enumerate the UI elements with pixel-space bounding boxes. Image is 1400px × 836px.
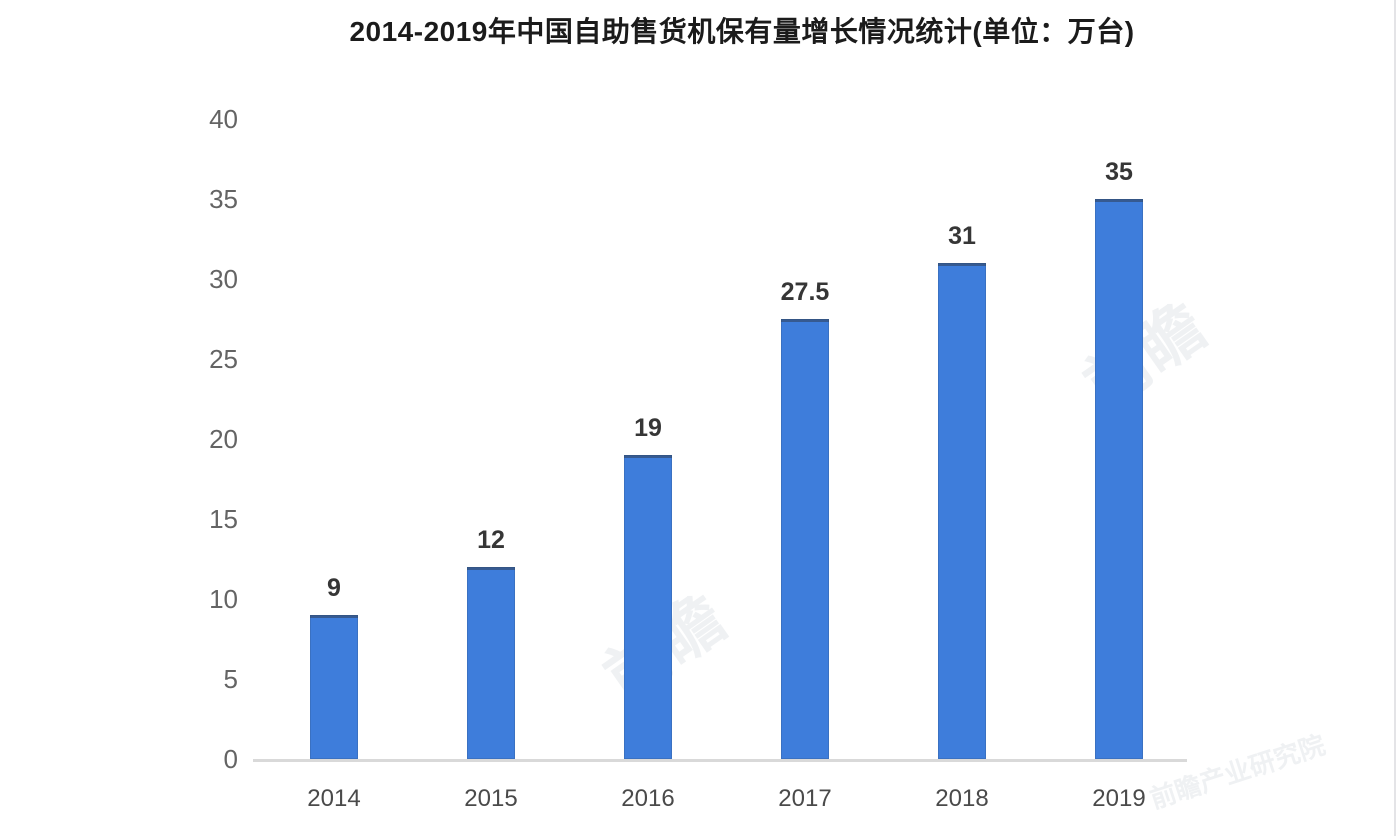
bar-2017 (781, 319, 829, 759)
bar-value-label: 27.5 (780, 278, 830, 306)
bar-2015 (467, 567, 515, 759)
y-axis-tick-label: 10 (209, 584, 238, 614)
bar-value-label: 9 (327, 574, 341, 602)
y-axis-tick-label: 40 (209, 104, 238, 134)
x-axis-tick-label: 2019 (1092, 785, 1146, 812)
y-axis-tick-label: 30 (209, 264, 238, 294)
y-axis-tick-label: 20 (209, 424, 238, 454)
y-axis-tick-label: 25 (209, 344, 238, 374)
bar-value-label: 35 (1105, 158, 1133, 186)
bar-2014 (310, 615, 358, 759)
bar-2019 (1095, 199, 1143, 759)
x-axis-tick-label: 2014 (307, 785, 361, 812)
image-right-border (1394, 0, 1396, 836)
x-axis-tick-label: 2017 (778, 785, 832, 812)
x-axis-line (253, 759, 1187, 762)
x-axis-tick-label: 2018 (935, 785, 989, 812)
y-axis-tick-label: 35 (209, 184, 238, 214)
x-axis-tick-label: 2015 (464, 785, 518, 812)
chart-title: 2014-2019年中国自助售货机保有量增长情况统计(单位：万台) (349, 16, 1135, 47)
x-axis-tick-label: 2016 (621, 785, 675, 812)
bar-2016 (624, 455, 672, 759)
bar-value-label: 12 (477, 526, 505, 554)
y-axis-tick-label: 0 (223, 744, 238, 774)
bar-2018 (938, 263, 986, 759)
y-axis-tick-label: 5 (223, 664, 238, 694)
bar-value-label: 31 (948, 222, 976, 250)
y-axis-tick-label: 15 (209, 504, 238, 534)
bar-value-label: 19 (634, 414, 662, 442)
